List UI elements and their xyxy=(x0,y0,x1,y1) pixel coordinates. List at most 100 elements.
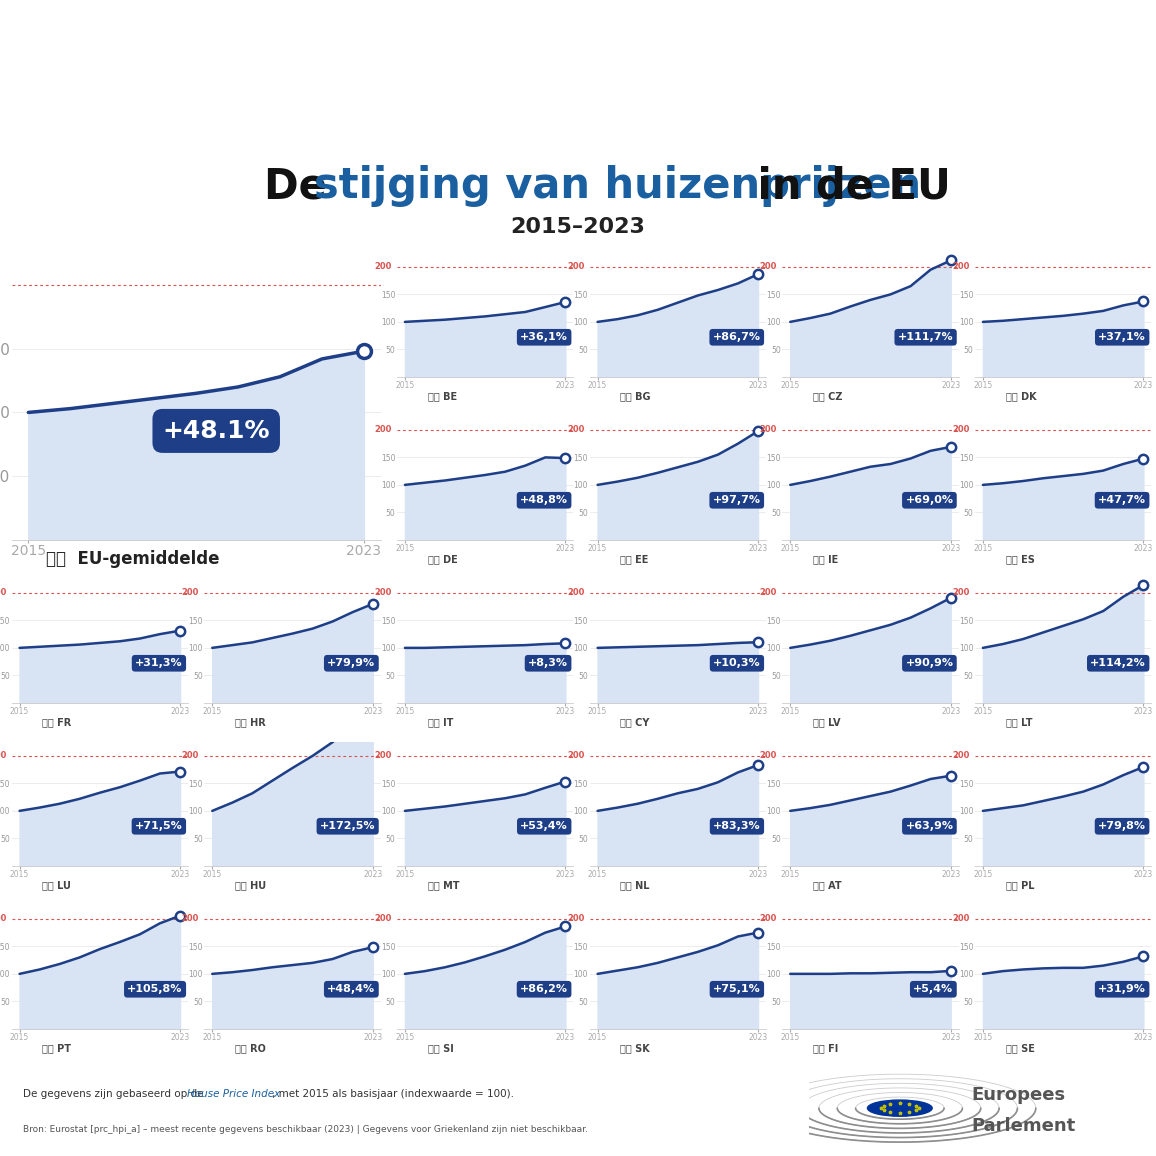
Text: 🇫🇷 FR: 🇫🇷 FR xyxy=(43,717,72,727)
Text: 🇱🇺 LU: 🇱🇺 LU xyxy=(43,880,72,890)
Text: stijging van huizenprijzen: stijging van huizenprijzen xyxy=(314,165,921,207)
Text: 200: 200 xyxy=(759,425,777,435)
Text: 200: 200 xyxy=(0,751,6,761)
Polygon shape xyxy=(675,103,710,156)
Text: 🇱🇻 LV: 🇱🇻 LV xyxy=(813,717,840,727)
Text: 200: 200 xyxy=(375,914,392,924)
Text: 🇩🇰 DK: 🇩🇰 DK xyxy=(1006,391,1036,401)
Text: 200: 200 xyxy=(181,588,199,598)
Text: +105,8%: +105,8% xyxy=(127,984,183,994)
Polygon shape xyxy=(55,117,86,156)
Text: +36,1%: +36,1% xyxy=(520,332,568,342)
Text: 🇭🇷 HR: 🇭🇷 HR xyxy=(235,717,266,727)
Point xyxy=(355,342,373,361)
Text: 200: 200 xyxy=(566,588,584,598)
Text: +97,7%: +97,7% xyxy=(713,495,761,505)
Polygon shape xyxy=(901,73,949,92)
Point xyxy=(941,438,959,457)
Polygon shape xyxy=(10,97,60,156)
Text: 200: 200 xyxy=(566,425,584,435)
Polygon shape xyxy=(325,0,405,39)
Text: +114,2%: +114,2% xyxy=(1090,658,1146,668)
Polygon shape xyxy=(325,39,405,156)
Point xyxy=(363,938,381,956)
Polygon shape xyxy=(1045,53,1099,77)
Text: 🇭🇺 HU: 🇭🇺 HU xyxy=(235,880,266,890)
Text: 🇱🇹 LT: 🇱🇹 LT xyxy=(1006,717,1032,727)
Text: +71,5%: +71,5% xyxy=(135,821,183,831)
Text: +53,4%: +53,4% xyxy=(520,821,568,831)
Text: 200: 200 xyxy=(953,588,970,598)
Text: +79,9%: +79,9% xyxy=(327,658,376,668)
Polygon shape xyxy=(710,7,790,44)
Point xyxy=(171,622,190,640)
Text: 200: 200 xyxy=(375,751,392,761)
Polygon shape xyxy=(1095,97,1150,156)
Point xyxy=(363,706,381,725)
Text: 🇪🇪 EE: 🇪🇪 EE xyxy=(621,554,649,564)
Text: 🇦🇹 AT: 🇦🇹 AT xyxy=(813,880,842,890)
Text: +75,1%: +75,1% xyxy=(713,984,761,994)
Circle shape xyxy=(867,1101,932,1117)
Polygon shape xyxy=(136,68,184,88)
Polygon shape xyxy=(1089,77,1156,97)
Polygon shape xyxy=(80,39,140,68)
Polygon shape xyxy=(840,53,905,156)
Text: De gegevens zijn gebaseerd op de: De gegevens zijn gebaseerd op de xyxy=(23,1089,207,1098)
Text: +10,3%: +10,3% xyxy=(713,658,761,668)
Text: +69,0%: +69,0% xyxy=(905,495,954,505)
Point xyxy=(363,594,381,613)
Point xyxy=(1134,947,1153,965)
Text: 200: 200 xyxy=(566,914,584,924)
Text: 200: 200 xyxy=(759,751,777,761)
Text: 200: 200 xyxy=(759,914,777,924)
Text: +111,7%: +111,7% xyxy=(898,332,954,342)
Text: Bron: Eurostat [prc_hpi_a] – meest recente gegevens beschikbaar (2023) | Gegeven: Bron: Eurostat [prc_hpi_a] – meest recen… xyxy=(23,1126,588,1134)
Polygon shape xyxy=(625,53,680,77)
Point xyxy=(1134,450,1153,468)
Text: 🇨🇿 CZ: 🇨🇿 CZ xyxy=(813,391,843,401)
Text: 🇷🇴 RO: 🇷🇴 RO xyxy=(235,1043,266,1053)
Text: 🇮🇪 IE: 🇮🇪 IE xyxy=(813,554,838,564)
Text: 200: 200 xyxy=(0,588,6,598)
Polygon shape xyxy=(1050,77,1095,156)
Text: +172,5%: +172,5% xyxy=(320,821,376,831)
Text: 🇧🇪 BE: 🇧🇪 BE xyxy=(428,391,457,401)
Text: +86,7%: +86,7% xyxy=(713,332,761,342)
Text: 200: 200 xyxy=(566,262,584,272)
Point xyxy=(749,633,768,652)
Point xyxy=(941,766,959,785)
Text: +63,9%: +63,9% xyxy=(905,821,954,831)
Text: House Price Index: House Price Index xyxy=(187,1089,281,1098)
Text: 200: 200 xyxy=(953,914,970,924)
Polygon shape xyxy=(785,66,845,88)
Text: 200: 200 xyxy=(759,262,777,272)
Text: +31,9%: +31,9% xyxy=(1098,984,1146,994)
Point xyxy=(749,756,768,775)
Polygon shape xyxy=(240,57,295,77)
Point xyxy=(1134,757,1153,776)
Polygon shape xyxy=(52,103,88,117)
Text: 🇸🇮 SI: 🇸🇮 SI xyxy=(428,1043,453,1053)
Point xyxy=(941,251,959,269)
Polygon shape xyxy=(455,24,516,59)
Polygon shape xyxy=(5,73,65,97)
Text: 🇳🇱 NL: 🇳🇱 NL xyxy=(621,880,650,890)
Text: +31,3%: +31,3% xyxy=(135,658,183,668)
Polygon shape xyxy=(710,44,790,156)
Polygon shape xyxy=(555,29,630,156)
Point xyxy=(556,772,575,791)
Polygon shape xyxy=(980,39,1050,156)
Polygon shape xyxy=(840,20,905,53)
Polygon shape xyxy=(980,0,1050,39)
Text: 🇲🇹 MT: 🇲🇹 MT xyxy=(428,880,459,890)
Text: +8,3%: +8,3% xyxy=(528,658,568,668)
Polygon shape xyxy=(175,15,245,49)
Text: 🇮🇹 IT: 🇮🇹 IT xyxy=(428,717,453,727)
Text: Europees: Europees xyxy=(971,1087,1065,1104)
Text: 200: 200 xyxy=(953,751,970,761)
Text: 🇪🇺  EU-gemiddelde: 🇪🇺 EU-gemiddelde xyxy=(46,550,220,568)
Text: 200: 200 xyxy=(181,914,199,924)
Text: +86,2%: +86,2% xyxy=(520,984,568,994)
Text: De: De xyxy=(265,165,342,207)
